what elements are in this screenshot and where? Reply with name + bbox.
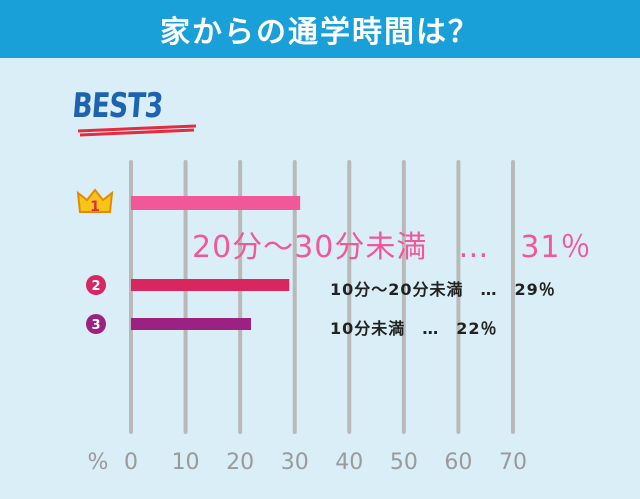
x-tick-label: 60 xyxy=(444,450,472,475)
bar-rank1 xyxy=(131,196,301,210)
bar-rank2 xyxy=(131,279,290,291)
x-tick-label: 50 xyxy=(390,450,418,475)
best3-underline-icon xyxy=(77,124,197,137)
x-tick-label: 20 xyxy=(226,450,254,475)
data-label-rank3: 10分未満 … 22％ xyxy=(330,319,498,338)
x-tick-label: 0 xyxy=(124,450,138,475)
x-axis-label: % xyxy=(88,450,109,475)
bar-rank3 xyxy=(131,318,252,330)
rank-badge-3-icon xyxy=(86,314,106,334)
data-label-rank2: 10分～20分未満 … 29％ xyxy=(330,280,556,299)
rank-number-2: 2 xyxy=(91,279,100,294)
x-tick-label: 10 xyxy=(172,450,200,475)
x-tick-label: 40 xyxy=(335,450,363,475)
rank-badge-2-icon xyxy=(86,275,106,295)
data-label-rank1: 20分～30分未満 … 31％ xyxy=(192,230,592,265)
x-tick-label: 30 xyxy=(281,450,309,475)
header-bar: 家からの通学時間は？ xyxy=(0,0,640,58)
x-tick-label: 70 xyxy=(499,450,527,475)
crown-icon xyxy=(76,188,114,213)
rank-number-1: 1 xyxy=(90,199,100,215)
page-title: 家からの通学時間は？ xyxy=(160,15,480,50)
rank-number-3: 3 xyxy=(91,318,100,333)
